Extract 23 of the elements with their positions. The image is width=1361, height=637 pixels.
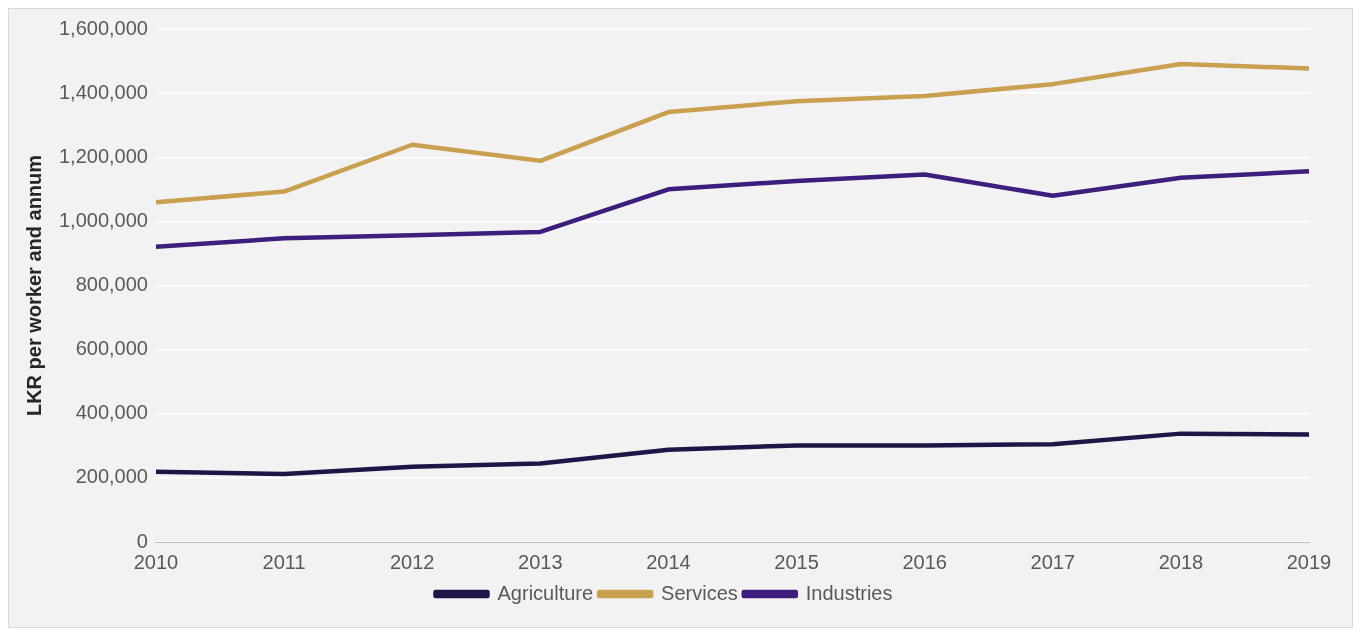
y-tick-label: 1,400,000 [58, 80, 148, 103]
x-tick-label: 2016 [902, 550, 947, 573]
x-tick-label: 2014 [646, 550, 691, 573]
x-tick-label: 2012 [389, 550, 435, 573]
y-tick-label: 600,000 [75, 337, 148, 360]
y-tick-label: 1,000,000 [58, 208, 148, 231]
legend-label: Industries [805, 581, 893, 604]
x-tick-label: 2013 [518, 550, 563, 573]
y-tick-label: 400,000 [75, 401, 148, 424]
x-tick-label: 2010 [133, 550, 179, 573]
x-tick-label: 2017 [1030, 550, 1076, 573]
y-tick-label: 1,600,000 [58, 16, 148, 39]
y-tick-label: 800,000 [75, 273, 148, 296]
legend-label: Agriculture [497, 581, 594, 604]
x-tick-label: 2018 [1158, 550, 1204, 573]
y-axis-title: LKR per worker and annum [22, 154, 45, 417]
y-tick-label: 0 [136, 529, 148, 552]
x-tick-label: 2015 [774, 550, 819, 573]
y-tick-label: 1,200,000 [58, 144, 148, 167]
x-tick-label: 2019 [1286, 550, 1332, 573]
y-tick-label: 200,000 [75, 465, 148, 488]
legend-label: Services [661, 581, 738, 604]
x-tick-label: 2011 [262, 550, 306, 573]
